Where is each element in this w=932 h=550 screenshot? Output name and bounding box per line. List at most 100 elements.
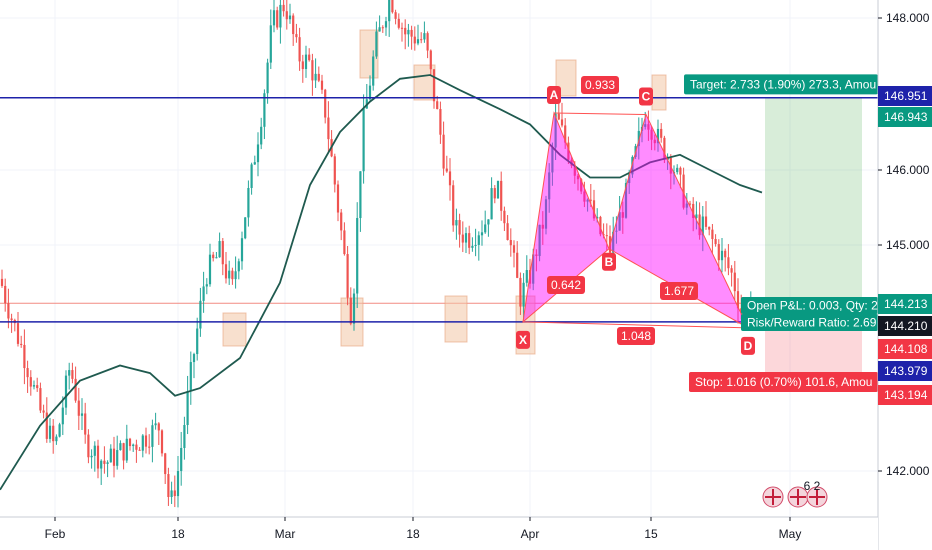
candle-body: [247, 187, 250, 218]
candle-body: [317, 73, 320, 81]
pattern-ratio-badge: [617, 327, 655, 345]
profit-zone: [765, 98, 862, 305]
candle-body: [484, 224, 487, 233]
pattern-ratio-badge: [581, 76, 619, 94]
candle-body: [311, 60, 314, 81]
candle-body: [612, 231, 615, 253]
candle-body: [724, 250, 727, 258]
candle-body: [359, 171, 362, 219]
rr-label-bg: [741, 314, 878, 331]
target-label[interactable]: Target: 2.733 (1.90%) 273.3, Amou: [690, 77, 876, 91]
candle-body: [394, 12, 397, 19]
candle-body: [320, 80, 324, 90]
candle-body: [554, 113, 557, 148]
candle-body: [445, 168, 448, 172]
candle-body: [324, 89, 327, 118]
pnl-label-bg: [741, 297, 878, 314]
candle-body: [535, 254, 538, 257]
candle-body: [429, 50, 432, 70]
candle-body: [615, 230, 618, 232]
candle-body: [480, 232, 484, 236]
price-label-bg: [878, 294, 932, 314]
candle-body: [692, 203, 695, 218]
candle-body: [87, 434, 90, 458]
pattern-xd-line: [522, 321, 749, 329]
candle-body: [103, 460, 106, 464]
candle-body: [560, 119, 564, 126]
pattern-point-badge: [602, 252, 616, 271]
candle-body: [308, 54, 311, 61]
candle-body: [423, 33, 426, 40]
price-tick-label: 148.000: [886, 11, 930, 25]
price-label-bg: [878, 86, 932, 106]
candle-body: [519, 277, 522, 307]
harmonic-pattern[interactable]: X A B C D 0.933 0.642 1.677 1.048: [516, 76, 755, 355]
candle-body: [548, 172, 551, 200]
candle-body: [183, 425, 186, 448]
pnl-label[interactable]: Open P&L: 0.003, Qty: 2: [747, 299, 878, 313]
candle-body: [391, 0, 394, 13]
rr-label[interactable]: Risk/Reward Ratio: 2.69: [747, 316, 877, 330]
candle-body: [656, 128, 660, 144]
candle-body: [260, 126, 263, 145]
price-label: 144.108: [884, 342, 928, 356]
candle-body: [564, 125, 567, 143]
time-axis-bg: [0, 517, 878, 550]
time-tick-label: 18: [171, 527, 185, 541]
candle-body: [544, 199, 548, 229]
candle-body: [269, 25, 272, 63]
candle-body: [512, 245, 516, 253]
candle-body: [116, 450, 119, 466]
price-label: 144.213: [884, 297, 928, 311]
candle-body: [592, 200, 596, 219]
candle-body: [64, 375, 68, 408]
candle-body: [327, 117, 330, 140]
pattern-point-label: X: [519, 333, 527, 347]
candle-body: [516, 252, 519, 278]
candle-body: [135, 444, 138, 450]
price-label: 146.951: [884, 89, 928, 103]
stop-label-bg: [689, 372, 878, 393]
candle-body: [119, 443, 122, 451]
candle-body: [237, 261, 240, 272]
candle-body: [173, 490, 176, 497]
candle-body: [23, 344, 26, 369]
candle-body: [698, 214, 701, 236]
candle-body: [605, 235, 608, 237]
stop-label[interactable]: Stop: 1.016 (0.70%) 101.6, Amou: [695, 375, 872, 389]
candle-body: [362, 108, 365, 172]
price-axis[interactable]: 148.000 146.000 145.000 142.000 146.951 146.9…: [877, 0, 932, 550]
candle-body: [282, 4, 285, 12]
candle-body: [461, 234, 464, 243]
candle-body: [336, 184, 340, 213]
candle-body: [407, 29, 410, 35]
candle-body: [71, 370, 74, 379]
time-axis[interactable]: Feb 18 Mar 18 Apr 15 May: [0, 516, 878, 550]
horizontal-lines[interactable]: [0, 96, 878, 323]
candle-body: [205, 284, 208, 287]
candle-body: [695, 214, 698, 218]
candle-body: [503, 210, 506, 224]
candle-body: [84, 413, 87, 435]
candle-body: [711, 229, 714, 240]
candle-body: [141, 435, 144, 451]
price-label: 143.194: [884, 388, 928, 402]
candle-body: [192, 354, 196, 363]
candle-body: [464, 233, 468, 243]
candle-body: [45, 412, 48, 439]
candle-body: [714, 239, 717, 245]
candle-body: [52, 425, 55, 442]
candle-body: [404, 27, 407, 35]
candle-body: [250, 164, 253, 188]
price-tick-label: 142.000: [886, 464, 930, 478]
candle-body: [93, 445, 96, 456]
candle-body: [224, 264, 228, 279]
position-labels[interactable]: Target: 2.733 (1.90%) 273.3, Amou Open P&…: [684, 74, 878, 393]
candle-body: [176, 471, 180, 497]
candle-body: [42, 410, 45, 413]
candle-body: [292, 15, 295, 35]
pattern-point-label: C: [642, 90, 651, 104]
candle-body: [272, 10, 276, 26]
